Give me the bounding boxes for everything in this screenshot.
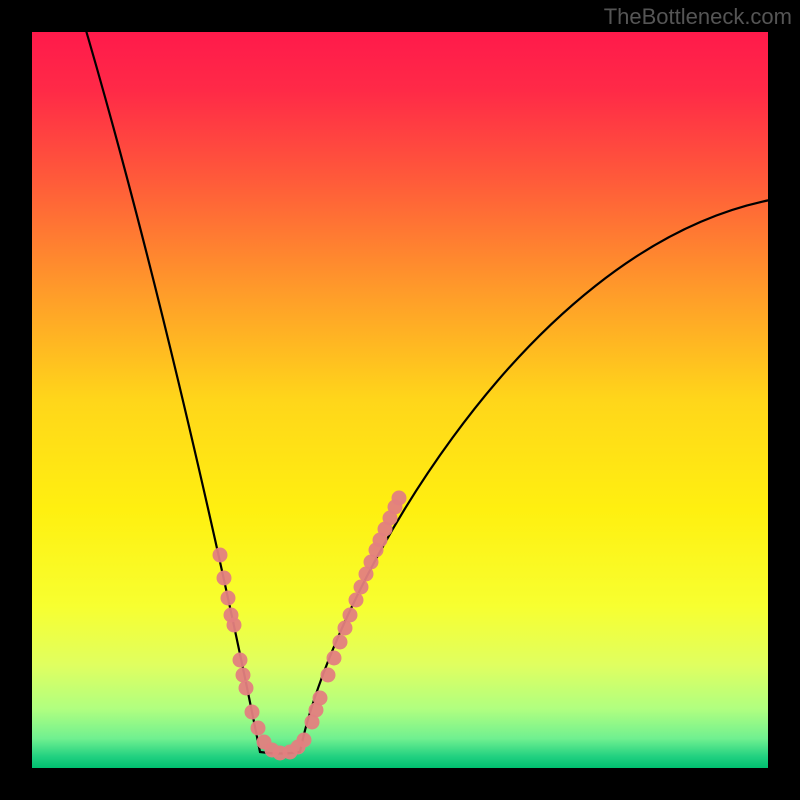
- watermark-text: TheBottleneck.com: [604, 4, 792, 30]
- data-marker: [251, 721, 265, 735]
- data-marker: [221, 591, 235, 605]
- data-marker: [327, 651, 341, 665]
- data-marker: [297, 733, 311, 747]
- data-marker: [239, 681, 253, 695]
- bottleneck-chart-svg: [0, 0, 800, 800]
- data-marker: [236, 668, 250, 682]
- data-marker: [233, 653, 247, 667]
- data-marker: [333, 635, 347, 649]
- data-marker: [321, 668, 335, 682]
- chart-container: TheBottleneck.com: [0, 0, 800, 800]
- data-marker: [313, 691, 327, 705]
- data-marker: [338, 621, 352, 635]
- data-marker: [392, 491, 406, 505]
- data-marker: [227, 618, 241, 632]
- data-marker: [213, 548, 227, 562]
- data-marker: [245, 705, 259, 719]
- data-marker: [354, 580, 368, 594]
- data-marker: [217, 571, 231, 585]
- data-marker: [343, 608, 357, 622]
- data-marker: [349, 593, 363, 607]
